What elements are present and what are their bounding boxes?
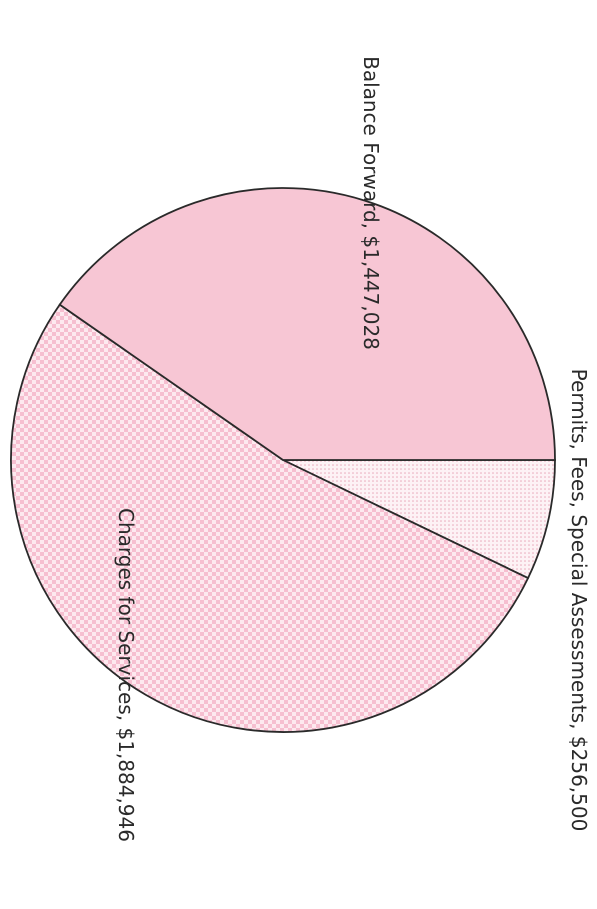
- pie-slice: [282, 459, 556, 580]
- pie-slice: [10, 303, 530, 733]
- slice-category: Permits, Fees, Special Assessments,: [568, 369, 592, 730]
- slice-value-label: $1,884,946: [115, 727, 139, 842]
- slice-label: Charges for Services, $1,884,946: [115, 508, 139, 842]
- pie-slice: [58, 187, 556, 461]
- slice-category: Charges for Services,: [115, 508, 139, 721]
- slice-value-label: $1,447,028: [360, 235, 384, 350]
- slice-value-label: $256,500: [568, 736, 592, 831]
- slice-category: Balance Forward,: [360, 56, 384, 229]
- slice-label: Balance Forward, $1,447,028: [360, 56, 384, 350]
- slice-label: Permits, Fees, Special Assessments, $256…: [568, 369, 592, 832]
